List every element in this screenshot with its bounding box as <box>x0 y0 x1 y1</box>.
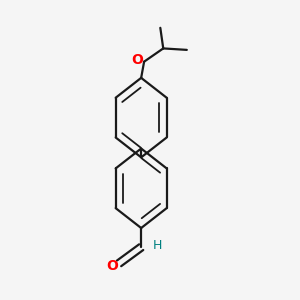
Text: O: O <box>131 53 143 67</box>
Text: O: O <box>107 259 118 273</box>
Text: H: H <box>153 239 162 252</box>
